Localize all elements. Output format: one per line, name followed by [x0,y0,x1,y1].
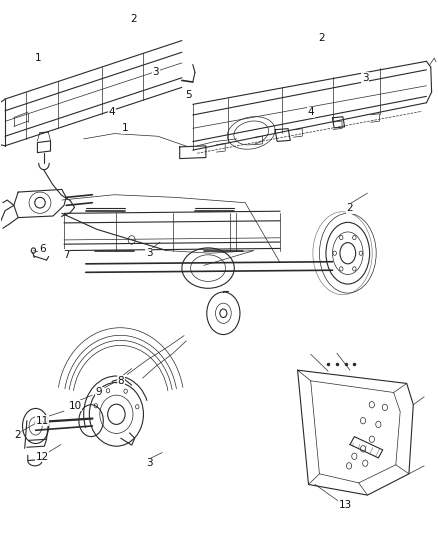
Text: 3: 3 [152,68,159,77]
Text: 5: 5 [185,90,192,100]
Text: 4: 4 [109,107,115,117]
Text: 13: 13 [339,499,352,510]
Text: 9: 9 [95,387,102,398]
Text: 6: 6 [39,244,46,254]
Text: 10: 10 [68,401,81,411]
Text: 3: 3 [362,73,369,83]
Text: 2: 2 [318,33,325,43]
Text: 11: 11 [35,416,49,426]
Text: 8: 8 [117,376,124,386]
Text: 3: 3 [146,248,152,258]
Text: 1: 1 [35,53,41,63]
Text: 1: 1 [122,123,128,133]
Text: 2: 2 [131,14,137,25]
Text: 3: 3 [146,458,152,468]
Text: 4: 4 [307,107,314,117]
Text: 7: 7 [63,250,70,260]
Text: 12: 12 [35,452,49,462]
Text: 2: 2 [346,203,353,213]
Text: 2: 2 [14,430,21,440]
